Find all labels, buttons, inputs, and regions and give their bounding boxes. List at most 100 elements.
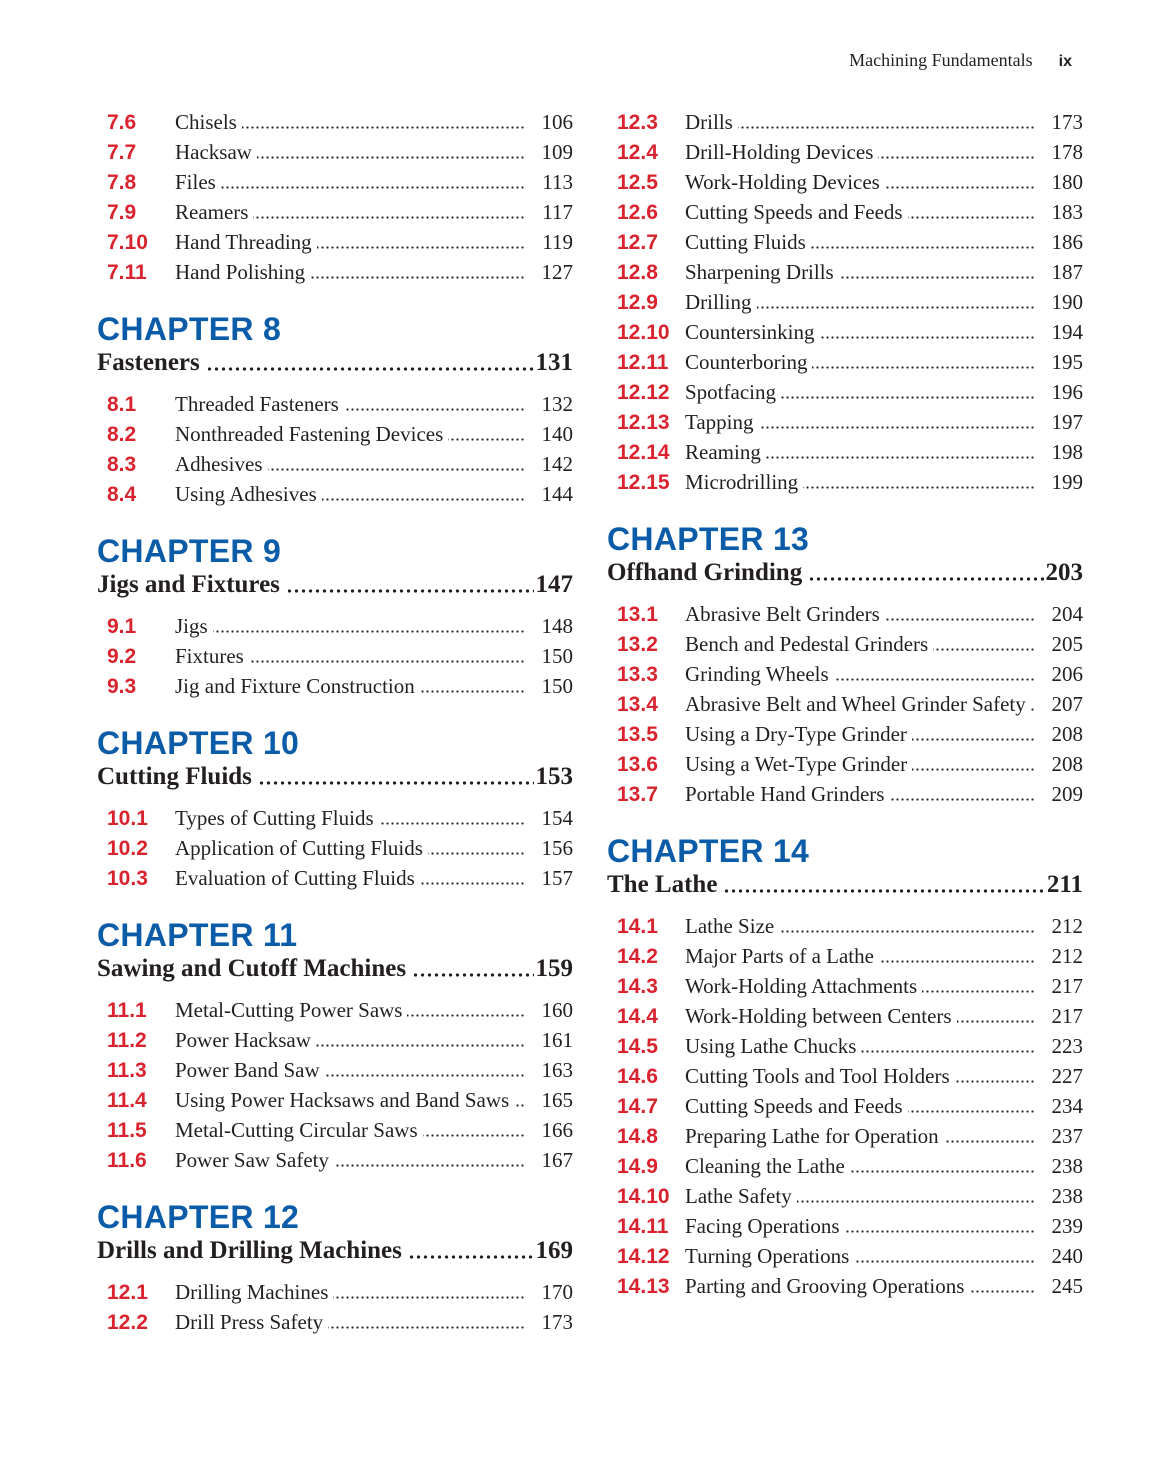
section-number: 14.12 [617, 1244, 670, 1268]
chapter-page-number: 211 [1046, 871, 1083, 898]
section-title: Using Lathe Chucks [685, 1033, 862, 1058]
section-body: Counterboring [685, 349, 1035, 375]
toc-entry[interactable]: 7.6 Chisels 106 [97, 107, 573, 137]
toc-entry[interactable]: 12.7 Cutting Fluids 186 [607, 227, 1083, 257]
toc-entry[interactable]: 12.14 Reaming 198 [607, 437, 1083, 467]
toc-entry[interactable]: 12.3 Drills 173 [607, 107, 1083, 137]
toc-entry[interactable]: 11.6 Power Saw Safety 167 [97, 1145, 573, 1175]
toc-entry[interactable]: 8.1 Threaded Fasteners 132 [97, 389, 573, 419]
section-body: Nonthreaded Fastening Devices [175, 421, 525, 447]
toc-entry[interactable]: 8.2 Nonthreaded Fastening Devices 140 [97, 419, 573, 449]
toc-entry[interactable]: 13.6 Using a Wet-Type Grinder 208 [607, 749, 1083, 779]
toc-entry[interactable]: 7.11 Hand Polishing 127 [97, 257, 573, 287]
section-body: Abrasive Belt and Wheel Grinder Safety [685, 691, 1035, 717]
toc-entry[interactable]: 14.10 Lathe Safety 238 [607, 1181, 1083, 1211]
toc-entry[interactable]: 12.12 Spotfacing 196 [607, 377, 1083, 407]
toc-entry[interactable]: 14.1 Lathe Size 212 [607, 911, 1083, 941]
section-page-number: 150 [541, 643, 574, 668]
section-title: Nonthreaded Fastening Devices [175, 421, 449, 446]
chapter-title-entry[interactable]: Jigs and Fixtures 147 [97, 568, 573, 602]
toc-entry[interactable]: 12.5 Work-Holding Devices 180 [607, 167, 1083, 197]
toc-entry[interactable]: 7.8 Files 113 [97, 167, 573, 197]
toc-entry[interactable]: 11.2 Power Hacksaw 161 [97, 1025, 573, 1055]
toc-entry[interactable]: 12.13 Tapping 197 [607, 407, 1083, 437]
toc-entry[interactable]: 10.2 Application of Cutting Fluids 156 [97, 833, 573, 863]
toc-entry[interactable]: 12.2 Drill Press Safety 173 [97, 1307, 573, 1337]
toc-entry[interactable]: 12.15 Microdrilling 199 [607, 467, 1083, 497]
toc-entry[interactable]: 13.7 Portable Hand Grinders 209 [607, 779, 1083, 809]
chapter-title-entry[interactable]: Sawing and Cutoff Machines 159 [97, 952, 573, 986]
chapter-title: Fasteners [97, 349, 200, 376]
toc-entry[interactable]: 10.1 Types of Cutting Fluids 154 [97, 803, 573, 833]
section-page-number: 238 [1051, 1183, 1084, 1208]
dot-leader [175, 185, 525, 189]
section-title: Hacksaw [175, 139, 257, 164]
section-title: Abrasive Belt Grinders [685, 601, 885, 626]
chapter-title-entry[interactable]: The Lathe 211 [607, 868, 1083, 902]
dot-leader [407, 1255, 534, 1259]
section-body: Spotfacing [685, 379, 1035, 405]
section-title: Lathe Size [685, 913, 780, 938]
chapter-title-entry[interactable]: Fasteners 131 [97, 346, 573, 380]
toc-entry[interactable]: 13.1 Abrasive Belt Grinders 204 [607, 599, 1083, 629]
section-body: Using Power Hacksaws and Band Saws [175, 1087, 525, 1113]
dot-leader [685, 365, 1035, 369]
section-page-number: 206 [1051, 661, 1084, 686]
toc-entry[interactable]: 14.2 Major Parts of a Lathe 212 [607, 941, 1083, 971]
toc-entry[interactable]: 12.6 Cutting Speeds and Feeds 183 [607, 197, 1083, 227]
chapter-title-entry[interactable]: Cutting Fluids 153 [97, 760, 573, 794]
section-number: 7.6 [107, 110, 137, 134]
section-number: 12.6 [617, 200, 658, 224]
toc-entry[interactable]: 14.8 Preparing Lathe for Operation 237 [607, 1121, 1083, 1151]
dot-leader [685, 1259, 1035, 1263]
toc-entry[interactable]: 14.6 Cutting Tools and Tool Holders 227 [607, 1061, 1083, 1091]
toc-entry[interactable]: 14.9 Cleaning the Lathe 238 [607, 1151, 1083, 1181]
toc-entry[interactable]: 13.3 Grinding Wheels 206 [607, 659, 1083, 689]
section-number: 7.7 [107, 140, 137, 164]
toc-entry[interactable]: 11.5 Metal-Cutting Circular Saws 166 [97, 1115, 573, 1145]
toc-entry[interactable]: 9.1 Jigs 148 [97, 611, 573, 641]
section-number: 12.15 [617, 470, 670, 494]
toc-entry[interactable]: 14.13 Parting and Grooving Operations 245 [607, 1271, 1083, 1301]
toc-entry[interactable]: 14.11 Facing Operations 239 [607, 1211, 1083, 1241]
toc-entry[interactable]: 7.7 Hacksaw 109 [97, 137, 573, 167]
section-title: Application of Cutting Fluids [175, 835, 428, 860]
toc-entry[interactable]: 8.4 Using Adhesives 144 [97, 479, 573, 509]
toc-entry[interactable]: 10.3 Evaluation of Cutting Fluids 157 [97, 863, 573, 893]
chapter-title-entry[interactable]: Offhand Grinding 203 [607, 556, 1083, 590]
toc-entry[interactable]: 7.9 Reamers 117 [97, 197, 573, 227]
toc-entry[interactable]: 12.8 Sharpening Drills 187 [607, 257, 1083, 287]
toc-entry[interactable]: 13.2 Bench and Pedestal Grinders 205 [607, 629, 1083, 659]
section-title: Major Parts of a Lathe [685, 943, 879, 968]
section-title: Cutting Speeds and Feeds [685, 1093, 908, 1118]
chapter-title: Sawing and Cutoff Machines [97, 955, 407, 982]
toc-entry[interactable]: 7.10 Hand Threading 119 [97, 227, 573, 257]
section-body: Fixtures [175, 643, 525, 669]
toc-entry[interactable]: 14.5 Using Lathe Chucks 223 [607, 1031, 1083, 1061]
toc-entry[interactable]: 14.7 Cutting Speeds and Feeds 234 [607, 1091, 1083, 1121]
section-body: Major Parts of a Lathe [685, 943, 1035, 969]
toc-entry[interactable]: 12.11 Counterboring 195 [607, 347, 1083, 377]
toc-entry[interactable]: 11.3 Power Band Saw 163 [97, 1055, 573, 1085]
toc-entry[interactable]: 12.10 Countersinking 194 [607, 317, 1083, 347]
section-title: Spotfacing [685, 379, 781, 404]
toc-entry[interactable]: 14.4 Work-Holding between Centers 217 [607, 1001, 1083, 1031]
toc-entry[interactable]: 14.12 Turning Operations 240 [607, 1241, 1083, 1271]
section-body: Sharpening Drills [685, 259, 1035, 285]
toc-entry[interactable]: 9.2 Fixtures 150 [97, 641, 573, 671]
chapter-title-entry[interactable]: Drills and Drilling Machines 169 [97, 1234, 573, 1268]
chapter-title: The Lathe [607, 871, 718, 898]
toc-entry[interactable]: 12.4 Drill-Holding Devices 178 [607, 137, 1083, 167]
toc-entry[interactable]: 9.3 Jig and Fixture Construction 150 [97, 671, 573, 701]
toc-entry[interactable]: 14.3 Work-Holding Attachments 217 [607, 971, 1083, 1001]
toc-entry[interactable]: 12.9 Drilling 190 [607, 287, 1083, 317]
section-title: Cutting Tools and Tool Holders [685, 1063, 955, 1088]
toc-entry[interactable]: 11.1 Metal-Cutting Power Saws 160 [97, 995, 573, 1025]
toc-entry[interactable]: 13.5 Using a Dry-Type Grinder 208 [607, 719, 1083, 749]
toc-entry[interactable]: 8.3 Adhesives 142 [97, 449, 573, 479]
toc-entry[interactable]: 12.1 Drilling Machines 170 [97, 1277, 573, 1307]
toc-entry[interactable]: 13.4 Abrasive Belt and Wheel Grinder Safe… [607, 689, 1083, 719]
section-number: 12.8 [617, 260, 658, 284]
toc-entry[interactable]: 11.4 Using Power Hacksaws and Band Saws 16… [97, 1085, 573, 1115]
section-body: Drills [685, 109, 1035, 135]
